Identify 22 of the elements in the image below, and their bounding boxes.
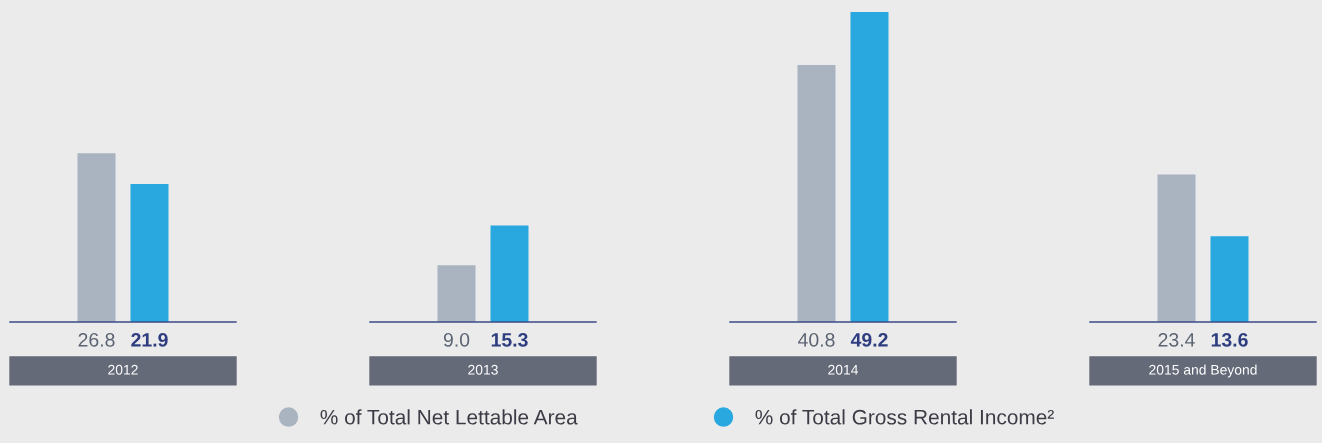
- bar: [797, 64, 836, 322]
- data-label: 21.9: [131, 332, 168, 347]
- x-tick-label: 2013: [468, 364, 498, 375]
- bar: [1157, 174, 1196, 322]
- x-tick-label: 2015 and Beyond: [1149, 364, 1257, 378]
- data-label: 26.8: [78, 332, 115, 347]
- bar: [490, 225, 529, 322]
- x-tick-label: 2012: [108, 364, 138, 375]
- bar: [437, 265, 476, 322]
- data-label: 13.6: [1211, 332, 1248, 347]
- data-label: 9.0: [443, 332, 470, 347]
- data-label: 40.8: [798, 332, 835, 347]
- data-label: 23.4: [1158, 332, 1195, 347]
- data-label: 49.2: [850, 332, 888, 347]
- bar: [850, 12, 889, 322]
- bar: [130, 184, 169, 322]
- legend-label: % of Total Net Lettable Area: [320, 409, 578, 425]
- x-tick-label: 2014: [828, 364, 859, 375]
- bar: [1210, 236, 1249, 322]
- bar: [77, 153, 116, 322]
- legend-label: % of Total Gross Rental Income²: [755, 409, 1054, 425]
- data-label: 15.3: [491, 332, 528, 347]
